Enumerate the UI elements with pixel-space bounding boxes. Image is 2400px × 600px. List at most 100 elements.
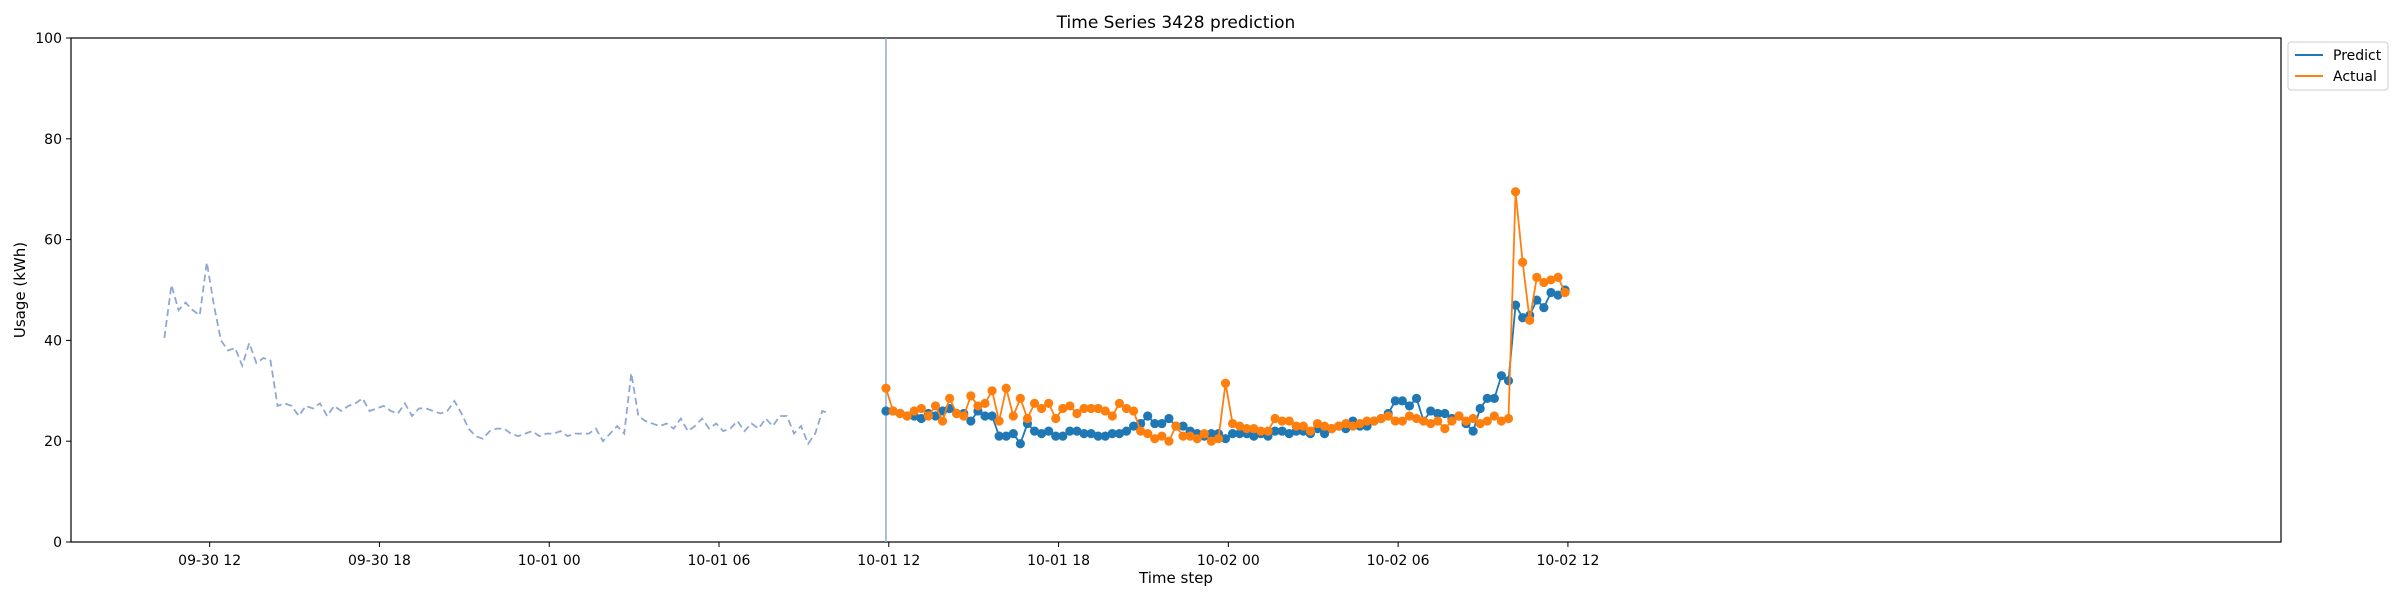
actual-point (1291, 421, 1301, 431)
actual-point (1539, 277, 1549, 288)
actual-point (1178, 431, 1188, 441)
predict-point (1157, 418, 1167, 429)
actual-point (1553, 272, 1563, 282)
predict-point (1072, 426, 1082, 436)
actual-point (1029, 398, 1040, 408)
actual-point (1065, 401, 1075, 411)
actual-point (1270, 413, 1280, 424)
predict-point (1079, 429, 1089, 439)
predict-point (1319, 429, 1330, 439)
actual-point (1072, 408, 1082, 419)
actual-point (1249, 424, 1259, 434)
actual-point (881, 383, 891, 393)
predict-point (987, 411, 997, 421)
predict-point (1008, 429, 1018, 439)
actual-point (945, 393, 955, 403)
actual-point (1079, 403, 1089, 414)
x-axis-label: Time step (1138, 569, 1213, 587)
actual-point (1256, 426, 1266, 436)
actual-point (1532, 272, 1542, 282)
predict-point (1503, 376, 1514, 386)
predict-point (1051, 431, 1061, 441)
predict-point (1029, 426, 1040, 436)
actual-point (923, 411, 934, 421)
predict-point (1510, 300, 1521, 310)
predict-point (980, 411, 990, 421)
actual-point (1327, 424, 1337, 434)
predict-point (1015, 439, 1025, 449)
actual-point (1355, 418, 1365, 429)
actual-point (1128, 406, 1139, 416)
predict-point (1270, 426, 1280, 436)
actual-point (1341, 418, 1351, 429)
predict-point (966, 416, 976, 426)
predict-point (916, 413, 926, 424)
actual-point (1510, 187, 1521, 197)
y-axis: 0 20 40 60 80 100 (35, 31, 71, 551)
x-tick-label: 10-01 06 (688, 553, 751, 569)
predict-point (1093, 431, 1103, 441)
actual-point (1227, 418, 1238, 429)
actual-point (1468, 413, 1478, 424)
actual-point (1171, 421, 1181, 431)
predict-point (1121, 426, 1132, 436)
actual-point (909, 406, 919, 416)
predict-point (1178, 421, 1188, 431)
predict-point (1143, 411, 1153, 421)
actual-point (1503, 413, 1514, 424)
actual-point (1058, 403, 1068, 414)
y-tick-label: 20 (44, 434, 62, 450)
predict-point (1397, 396, 1407, 406)
predict-point (1468, 426, 1478, 436)
predict-point (1206, 429, 1216, 439)
actual-point (1525, 315, 1535, 325)
actual-point (1426, 418, 1436, 429)
predict-point (1404, 401, 1415, 411)
actual-point (1560, 287, 1570, 298)
y-tick-label: 0 (53, 535, 62, 551)
predict-point (1433, 408, 1443, 419)
actual-point (1114, 398, 1125, 408)
predict-point (1036, 429, 1047, 439)
x-tick-label: 10-01 18 (1027, 553, 1090, 569)
actual-point (994, 416, 1004, 426)
actual-point (1213, 434, 1224, 444)
actual-point (1334, 421, 1344, 431)
predict-point (1058, 431, 1068, 441)
history-line (163, 262, 830, 446)
actual-point (1107, 411, 1117, 421)
actual-point (1157, 431, 1167, 441)
actual-point (1319, 421, 1330, 431)
actual-point (1482, 416, 1492, 426)
actual-point (1192, 434, 1202, 444)
actual-point (1348, 421, 1358, 431)
x-tick-label: 10-01 12 (857, 553, 920, 569)
actual-point (1496, 416, 1507, 426)
predict-point (994, 431, 1004, 441)
actual-point (952, 408, 962, 419)
predict-point (881, 406, 891, 416)
predict-point (1546, 287, 1556, 298)
actual-point (930, 401, 941, 411)
predict-point (1065, 426, 1075, 436)
predict-point (1411, 393, 1422, 403)
actual-point (1390, 416, 1400, 426)
legend-actual-label: Actual (2333, 69, 2377, 85)
actual-point (1369, 416, 1379, 426)
actual-point (916, 403, 926, 414)
actual-point (1305, 426, 1316, 436)
actual-point (1242, 424, 1252, 434)
actual-point (1001, 383, 1011, 393)
actual-point (1051, 413, 1061, 424)
x-tick-label: 09-30 12 (178, 553, 241, 569)
predict-point (1100, 431, 1110, 441)
x-axis: 09-30 12 09-30 18 10-01 00 10-01 06 10-01 12… (178, 542, 1599, 569)
plot-frame (70, 37, 2282, 543)
actual-point (987, 386, 997, 396)
predict-point (1235, 429, 1245, 439)
predict-point (1539, 303, 1549, 313)
predict-point (1475, 403, 1485, 414)
actual-point (1206, 436, 1216, 446)
predict-point (1220, 434, 1231, 444)
actual-point (1036, 403, 1047, 414)
